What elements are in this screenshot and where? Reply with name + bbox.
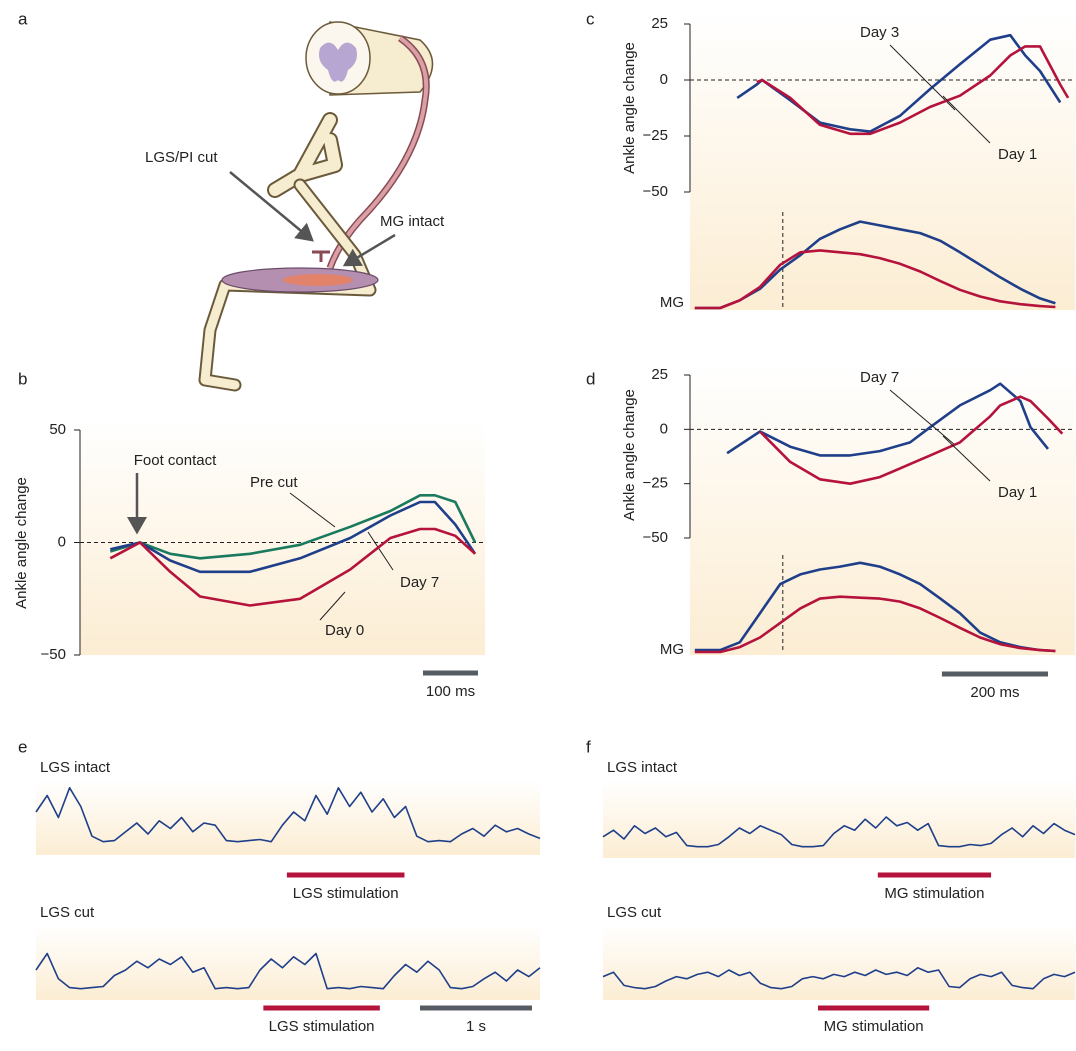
y-tick-label: −25 [643,475,668,492]
series-label: Day 3 [860,24,899,41]
series-label: Day 1 [998,484,1037,501]
series-line [756,45,1070,136]
y-tick-label: 50 [49,421,66,438]
y-tick-label: −50 [643,529,668,546]
series-line [109,494,477,560]
label-leader [367,531,394,571]
panel-label: a [18,9,28,28]
series-line [694,595,1056,654]
scale-bar-label: 100 ms [426,683,475,700]
emg-trace [35,952,541,990]
series-line [694,220,1056,310]
y-tick-label: −50 [41,646,66,663]
series-label: Day 7 [860,369,899,386]
y-tick-label: 0 [58,533,66,550]
y-tick-label: 25 [651,366,668,383]
y-axis-label: Ankle angle change [621,389,638,521]
y-tick-label: −25 [643,127,668,144]
series-line [759,395,1064,485]
stimulation-label: MG stimulation [824,1018,924,1035]
y-axis-label: MG [660,294,684,311]
panel-label: e [18,737,27,756]
series-line [110,500,477,574]
trace-label: LGS intact [40,759,111,776]
y-axis-label: MG [660,641,684,658]
series-label: Day 7 [400,574,439,591]
panel-label: d [586,369,595,388]
scale-bar-label: 1 s [466,1018,486,1035]
y-tick-label: 0 [660,71,668,88]
label-leader [889,44,956,111]
series-label: Pre cut [250,474,298,491]
series-label: Day 0 [325,622,364,639]
trace-label: LGS cut [607,904,662,921]
trace-background [603,925,1075,1000]
trace-background [603,780,1075,858]
stimulation-label: LGS stimulation [293,885,399,902]
y-tick-label: 25 [651,15,668,32]
y-tick-label: −50 [643,183,668,200]
label-leader [942,95,991,144]
illustration-label: LGS/PI cut [145,149,218,166]
trace-label: LGS intact [607,759,678,776]
y-axis-label: Ankle angle change [621,42,638,174]
scale-bar-label: 200 ms [970,684,1019,701]
label-leader [319,591,346,621]
label-leader [289,492,336,528]
emg-trace [602,816,1076,848]
illustration-label: MG intact [380,213,445,230]
annotation: Foot contact [134,452,217,469]
stimulation-label: MG stimulation [884,885,984,902]
series-line [109,527,476,607]
label-leader [942,435,991,482]
y-tick-label: 0 [660,420,668,437]
y-axis-label: Ankle angle change [13,477,30,609]
emg-trace [602,967,1076,990]
series-line [694,561,1056,653]
plot-background [690,12,1075,310]
panel-label: f [586,737,591,756]
trace-label: LGS cut [40,904,95,921]
panel-label: c [586,9,595,28]
plot-background [80,420,485,655]
stimulation-label: LGS stimulation [269,1018,375,1035]
series-label: Day 1 [998,146,1037,163]
label-leader [889,389,956,446]
panel-label: b [18,369,27,388]
plot-background [690,362,1075,655]
leg-illustration [198,21,434,392]
emg-trace [35,787,541,843]
series-line [694,249,1056,310]
